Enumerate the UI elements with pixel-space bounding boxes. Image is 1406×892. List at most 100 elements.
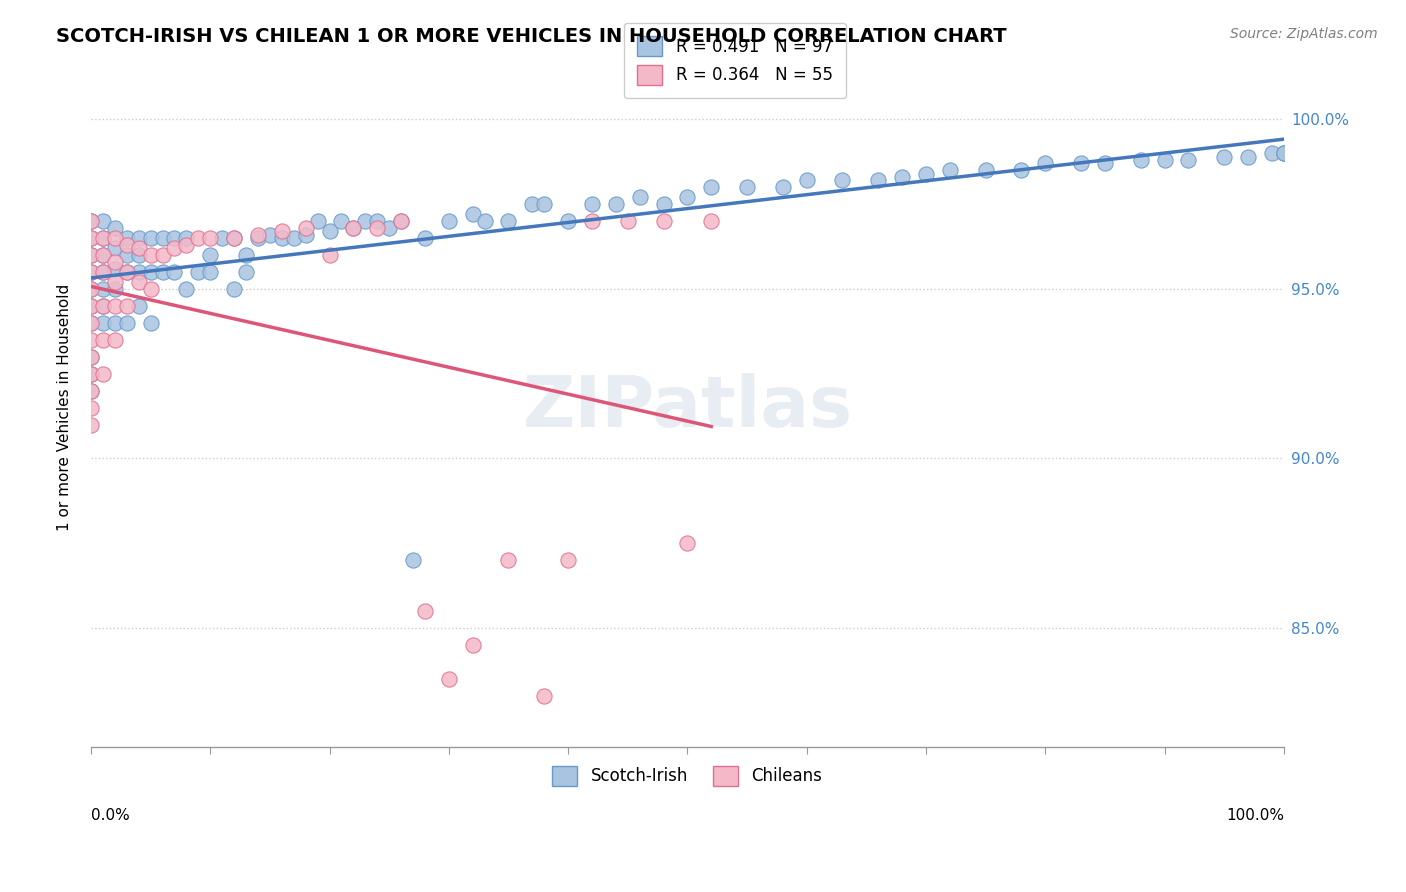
Point bbox=[1070, 156, 1092, 170]
Point bbox=[91, 299, 114, 313]
Point bbox=[378, 220, 401, 235]
Point bbox=[461, 638, 484, 652]
Point bbox=[1033, 156, 1056, 170]
Point bbox=[891, 169, 914, 184]
Point bbox=[80, 214, 103, 228]
Point bbox=[1177, 153, 1199, 167]
Point bbox=[318, 224, 340, 238]
Point bbox=[318, 248, 340, 262]
Point bbox=[307, 214, 329, 228]
Point bbox=[1237, 150, 1260, 164]
Point bbox=[139, 282, 162, 296]
Point bbox=[128, 265, 150, 279]
Point bbox=[581, 197, 603, 211]
Point bbox=[915, 167, 938, 181]
Point bbox=[389, 214, 412, 228]
Point bbox=[437, 672, 460, 686]
Point bbox=[91, 299, 114, 313]
Point bbox=[91, 265, 114, 279]
Point bbox=[1129, 153, 1152, 167]
Point bbox=[700, 214, 723, 228]
Point bbox=[200, 231, 222, 245]
Point bbox=[128, 275, 150, 289]
Point bbox=[354, 214, 377, 228]
Point bbox=[80, 350, 103, 364]
Point bbox=[628, 190, 651, 204]
Point bbox=[80, 231, 103, 245]
Point bbox=[176, 231, 198, 245]
Point bbox=[498, 553, 520, 567]
Point bbox=[80, 350, 103, 364]
Point bbox=[80, 384, 103, 398]
Point bbox=[605, 197, 627, 211]
Point bbox=[104, 275, 127, 289]
Point bbox=[80, 401, 103, 415]
Point bbox=[80, 367, 103, 381]
Point bbox=[413, 231, 436, 245]
Point bbox=[389, 214, 412, 228]
Point bbox=[437, 214, 460, 228]
Point bbox=[80, 214, 103, 228]
Point bbox=[939, 163, 962, 178]
Point bbox=[222, 282, 245, 296]
Point bbox=[152, 265, 174, 279]
Point bbox=[152, 231, 174, 245]
Point bbox=[128, 241, 150, 255]
Point bbox=[115, 265, 138, 279]
Point bbox=[187, 231, 209, 245]
Point bbox=[80, 417, 103, 432]
Point bbox=[533, 689, 555, 703]
Point bbox=[80, 316, 103, 330]
Point bbox=[246, 231, 269, 245]
Point bbox=[176, 282, 198, 296]
Text: Source: ZipAtlas.com: Source: ZipAtlas.com bbox=[1230, 27, 1378, 41]
Point bbox=[104, 220, 127, 235]
Point bbox=[200, 248, 222, 262]
Point bbox=[115, 316, 138, 330]
Point bbox=[104, 333, 127, 347]
Point bbox=[128, 231, 150, 245]
Point bbox=[200, 265, 222, 279]
Point bbox=[80, 282, 103, 296]
Point bbox=[104, 231, 127, 245]
Point bbox=[366, 220, 388, 235]
Point bbox=[522, 197, 544, 211]
Point bbox=[104, 282, 127, 296]
Point bbox=[294, 227, 316, 242]
Point bbox=[91, 333, 114, 347]
Point bbox=[91, 316, 114, 330]
Point bbox=[652, 197, 675, 211]
Point bbox=[616, 214, 638, 228]
Legend: Scotch-Irish, Chileans: Scotch-Irish, Chileans bbox=[546, 759, 830, 793]
Point bbox=[91, 248, 114, 262]
Point bbox=[115, 265, 138, 279]
Point bbox=[115, 248, 138, 262]
Point bbox=[104, 316, 127, 330]
Point bbox=[115, 237, 138, 252]
Point bbox=[91, 367, 114, 381]
Point bbox=[163, 241, 186, 255]
Point bbox=[581, 214, 603, 228]
Point bbox=[330, 214, 353, 228]
Point bbox=[259, 227, 281, 242]
Point bbox=[294, 220, 316, 235]
Point bbox=[163, 265, 186, 279]
Point bbox=[676, 190, 699, 204]
Point bbox=[735, 180, 758, 194]
Point bbox=[796, 173, 818, 187]
Point bbox=[80, 299, 103, 313]
Point bbox=[80, 384, 103, 398]
Point bbox=[139, 231, 162, 245]
Point bbox=[80, 231, 103, 245]
Point bbox=[80, 248, 103, 262]
Point bbox=[342, 220, 364, 235]
Point bbox=[80, 265, 103, 279]
Point bbox=[461, 207, 484, 221]
Point bbox=[413, 604, 436, 618]
Point bbox=[283, 231, 305, 245]
Point bbox=[80, 248, 103, 262]
Text: ZIPatlas: ZIPatlas bbox=[523, 373, 852, 442]
Point bbox=[222, 231, 245, 245]
Point bbox=[80, 333, 103, 347]
Point bbox=[1153, 153, 1175, 167]
